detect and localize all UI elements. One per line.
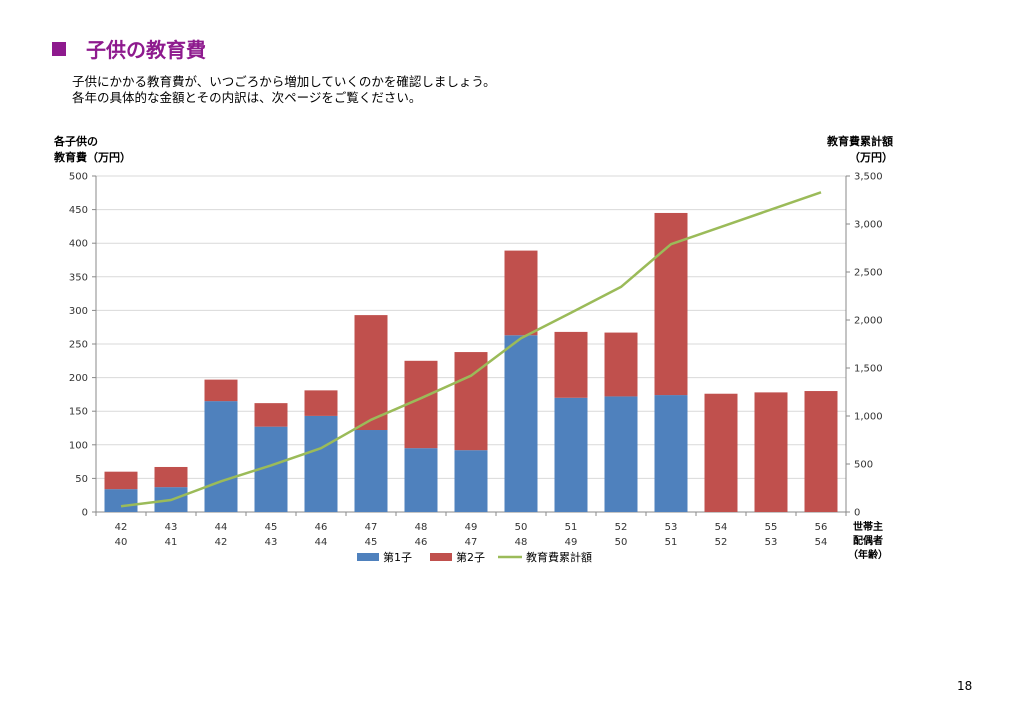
page-number: 18 (957, 679, 973, 693)
bar-child2 (154, 466, 188, 488)
x-tick-label-head: 49 (465, 522, 478, 533)
x-tick-label-spouse: 43 (265, 537, 278, 548)
legend-swatch-child2 (430, 553, 452, 561)
bar-child2 (354, 315, 388, 431)
legend-label-child2: 第2子 (456, 550, 485, 564)
legend-label-child1: 第1子 (383, 550, 412, 564)
x-tick-label-spouse: 41 (165, 537, 178, 548)
x-tick-label-head: 47 (365, 522, 378, 533)
bar-child1 (354, 430, 388, 512)
y-right-tick-label: 3,000 (854, 220, 883, 231)
bar-child1 (104, 489, 138, 512)
y-right-tick-label: 2,500 (854, 268, 883, 279)
y-left-tick-label: 150 (69, 407, 88, 418)
bar-child1 (654, 395, 688, 512)
bar-child2 (604, 332, 638, 397)
y-right-title-line1: 教育費累計額 (827, 135, 893, 148)
bar-child2 (254, 403, 288, 427)
bar-child1 (304, 415, 338, 512)
cumulative-line (120, 191, 822, 508)
x-tick-label-head: 54 (715, 522, 728, 533)
y-left-tick-label: 50 (75, 474, 88, 485)
y-left-tick-label: 100 (69, 440, 88, 451)
x-tick-label-head: 48 (415, 522, 428, 533)
y-right-tick-label: 0 (854, 508, 860, 519)
bar-child2 (754, 392, 788, 512)
bar-child2 (554, 331, 588, 398)
x-axis-label-head: 世帯主 (853, 520, 883, 533)
bar-child2 (504, 250, 538, 336)
x-tick-label-spouse: 49 (565, 537, 578, 548)
y-right-tick-label: 1,500 (854, 364, 883, 375)
x-tick-label-spouse: 52 (715, 537, 728, 548)
legend-swatch-child1 (357, 553, 379, 561)
y-right-tick-label: 2,000 (854, 316, 883, 327)
x-tick-label-head: 52 (615, 522, 628, 533)
legend-label-cumulative: 教育費累計額 (526, 550, 592, 564)
x-tick-label-head: 56 (815, 522, 828, 533)
y-left-title-line1: 各子供の (54, 135, 98, 148)
bar-child2 (104, 471, 138, 490)
x-tick-label-spouse: 53 (765, 537, 778, 548)
y-left-tick-label: 250 (69, 340, 88, 351)
bar-child2 (304, 390, 338, 416)
y-left-tick-label: 400 (69, 239, 88, 250)
bar-child1 (604, 396, 638, 512)
x-tick-label-head: 51 (565, 522, 578, 533)
bar-child2 (704, 393, 738, 512)
x-tick-label-spouse: 51 (665, 537, 678, 548)
x-tick-label-spouse: 44 (315, 537, 328, 548)
x-tick-label-spouse: 46 (415, 537, 428, 548)
y-left-axis-title: 各子供の 教育費（万円） (54, 134, 131, 166)
x-tick-label-head: 42 (115, 522, 128, 533)
x-tick-label-head: 46 (315, 522, 328, 533)
page-title: 子供の教育費 (86, 38, 206, 62)
y-left-tick-label: 300 (69, 306, 88, 317)
x-tick-label-head: 44 (215, 522, 228, 533)
y-right-axis-title: 教育費累計額 （万円） (827, 134, 893, 166)
x-tick-label-head: 53 (665, 522, 678, 533)
y-right-tick-label: 3,500 (854, 172, 883, 183)
intro-text: 子供にかかる教育費が、いつごろから増加していくのかを確認しましょう。 各年の具体… (72, 74, 496, 106)
y-right-tick-label: 1,000 (854, 412, 883, 423)
bar-child1 (204, 401, 238, 512)
x-tick-label-head: 55 (765, 522, 778, 533)
intro-line-2: 各年の具体的な金額とその内訳は、次ページをご覧ください。 (72, 90, 422, 105)
bar-child1 (554, 397, 588, 512)
intro-line-1: 子供にかかる教育費が、いつごろから増加していくのかを確認しましょう。 (72, 74, 496, 89)
x-tick-label-spouse: 45 (365, 537, 378, 548)
y-left-tick-label: 500 (69, 172, 88, 183)
x-tick-label-spouse: 47 (465, 537, 478, 548)
y-left-tick-label: 450 (69, 205, 88, 216)
bar-child2 (804, 391, 838, 512)
y-right-tick-label: 500 (854, 460, 873, 471)
bar-child2 (204, 379, 238, 402)
y-left-title-line2: 教育費（万円） (54, 151, 131, 164)
x-tick-label-spouse: 54 (815, 537, 828, 548)
bar-child1 (404, 448, 438, 512)
y-right-title-line2: （万円） (849, 151, 893, 164)
y-left-tick-label: 350 (69, 272, 88, 283)
x-tick-label-spouse: 50 (615, 537, 628, 548)
title-square-icon (52, 41, 66, 56)
bar-child1 (454, 450, 488, 512)
x-tick-label-head: 43 (165, 522, 178, 533)
y-left-tick-label: 0 (82, 508, 88, 519)
x-tick-label-spouse: 42 (215, 537, 228, 548)
x-tick-label-spouse: 48 (515, 537, 528, 548)
bar-child1 (504, 335, 538, 512)
x-axis-label-age: （年齢） (848, 548, 888, 561)
page-title-row: 子供の教育費 (52, 34, 206, 63)
x-tick-label-head: 45 (265, 522, 278, 533)
x-tick-label-head: 50 (515, 522, 528, 533)
x-tick-label-spouse: 40 (115, 537, 128, 548)
y-left-tick-label: 200 (69, 373, 88, 384)
x-axis-label-spouse: 配偶者 (853, 534, 883, 547)
bar-child2 (404, 360, 438, 449)
